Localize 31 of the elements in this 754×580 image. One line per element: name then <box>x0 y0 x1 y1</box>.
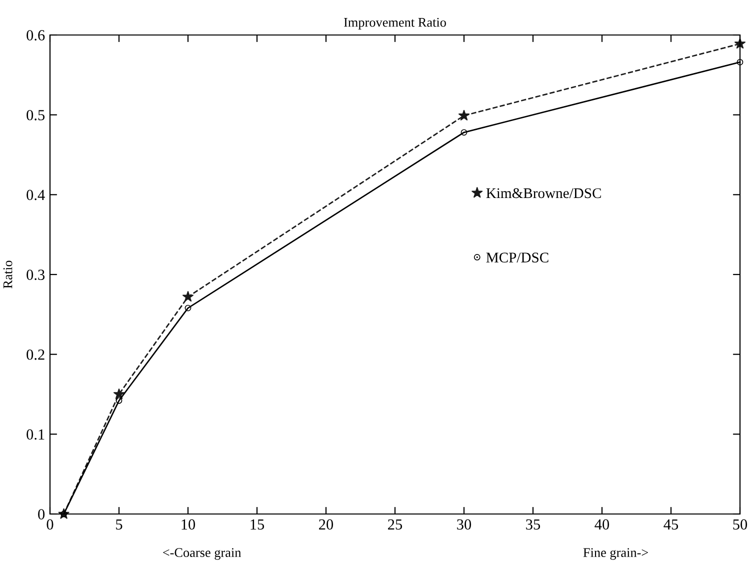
y-tick-label: 0.3 <box>26 270 45 280</box>
y-tick-label: 0.2 <box>26 349 44 360</box>
text: <-Coarse grain <box>163 548 242 560</box>
y-tick-label: 0.5 <box>26 110 45 120</box>
legend-label: Kim&Browne/DSC <box>486 188 601 198</box>
point <box>113 388 125 400</box>
x-tick-label: 5 <box>116 519 122 530</box>
point <box>460 129 468 136</box>
x-tick-label: 0 <box>46 519 54 530</box>
y-tick-label: 0.4 <box>26 190 45 200</box>
x-tick-label: 20 <box>319 519 334 530</box>
y-tick-label: 0 <box>38 509 45 520</box>
legend-label: MCP/DSC <box>486 252 548 262</box>
chart-title: Improvement Ratio <box>344 18 446 30</box>
point <box>736 58 744 66</box>
y-tick-label: 0.1 <box>26 429 44 440</box>
point <box>184 304 192 312</box>
x-tick-label: 15 <box>250 519 264 530</box>
point <box>458 110 470 121</box>
x-tick-label: 50 <box>733 519 748 530</box>
x-tick-label: 25 <box>388 519 402 530</box>
y-axis-title: Ratio <box>3 260 12 288</box>
y-tick-label: 0.6 <box>26 30 45 41</box>
x-tick-label: 40 <box>594 519 610 530</box>
x-tick-label: 30 <box>457 519 472 530</box>
point <box>116 397 122 404</box>
x-tick-label: 45 <box>664 519 678 530</box>
x-tick-label: 35 <box>526 519 540 530</box>
text: Fine grain-> <box>583 548 648 560</box>
x-tick-label: 10 <box>182 519 196 530</box>
point <box>182 290 194 302</box>
